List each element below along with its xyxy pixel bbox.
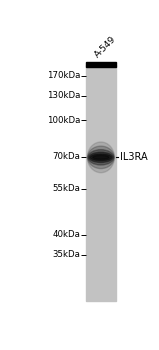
Text: 40kDa: 40kDa	[52, 230, 80, 239]
Text: 130kDa: 130kDa	[47, 91, 80, 100]
Text: A-549: A-549	[93, 35, 118, 60]
Ellipse shape	[88, 146, 114, 169]
Text: 70kDa: 70kDa	[52, 152, 80, 161]
Ellipse shape	[89, 152, 113, 162]
Ellipse shape	[90, 154, 111, 161]
Text: 170kDa: 170kDa	[47, 71, 80, 80]
Text: 35kDa: 35kDa	[52, 250, 80, 259]
Ellipse shape	[88, 150, 114, 165]
Text: 55kDa: 55kDa	[52, 184, 80, 194]
Bar	[86, 62, 116, 67]
Ellipse shape	[87, 142, 114, 173]
Ellipse shape	[93, 155, 109, 159]
Text: IL3RA: IL3RA	[120, 152, 147, 162]
Text: 100kDa: 100kDa	[47, 116, 80, 125]
Bar	[86, 65, 116, 301]
